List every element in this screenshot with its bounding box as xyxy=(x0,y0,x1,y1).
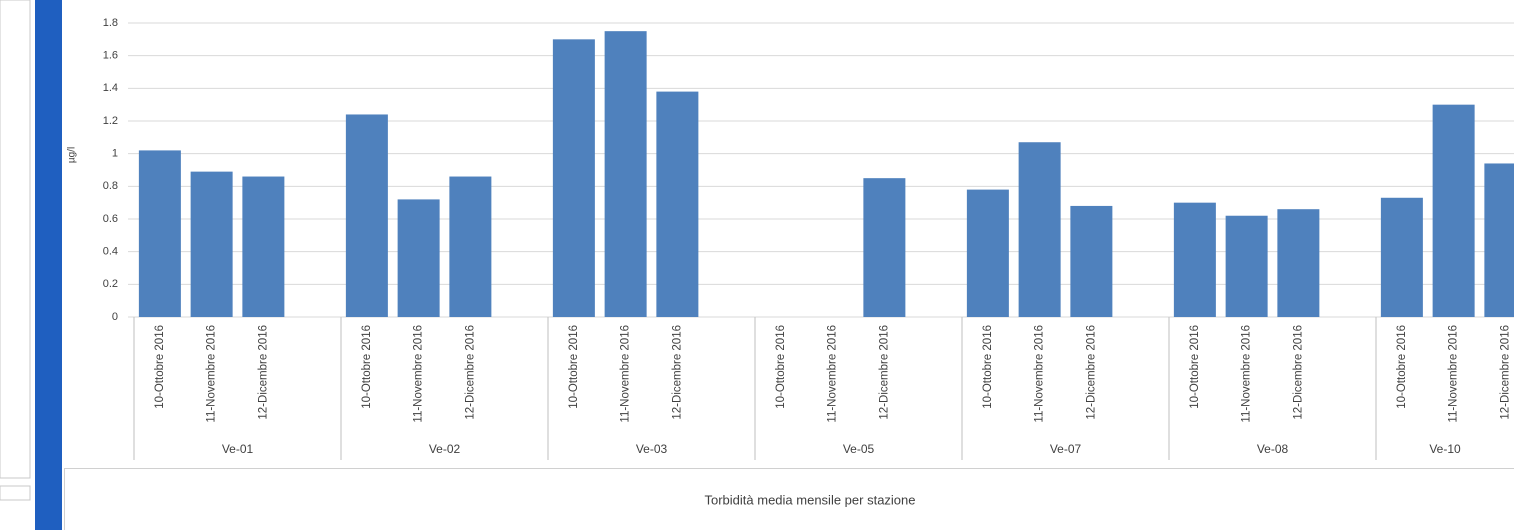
bar xyxy=(1484,163,1514,317)
x-tick-label: 11-Novembre 2016 xyxy=(620,325,632,423)
bar xyxy=(1070,205,1113,317)
x-tick-label: 12-Dicembre 2016 xyxy=(1292,325,1304,420)
x-tick-label: 12-Dicembre 2016 xyxy=(257,325,269,420)
title-box xyxy=(64,468,1514,530)
bar xyxy=(1380,197,1423,317)
x-tick-label: 11-Novembre 2016 xyxy=(827,325,839,423)
x-tick-label: 12-Dicembre 2016 xyxy=(878,325,890,420)
bar xyxy=(345,114,388,317)
bar xyxy=(1018,142,1061,317)
x-tick-label: 11-Novembre 2016 xyxy=(413,325,425,423)
x-tick-label: 10-Ottobre 2016 xyxy=(1189,325,1201,409)
y-tick-label: 0.4 xyxy=(103,246,118,258)
accent-bar xyxy=(35,0,62,530)
bar xyxy=(449,176,492,317)
x-tick-label: 10-Ottobre 2016 xyxy=(154,325,166,409)
chart-area xyxy=(62,0,1514,464)
x-tick-label: 12-Dicembre 2016 xyxy=(1499,325,1511,420)
y-tick-label: 0 xyxy=(112,311,118,323)
x-tick-label: 11-Novembre 2016 xyxy=(1448,325,1460,423)
bar xyxy=(604,31,647,318)
x-tick-label: 11-Novembre 2016 xyxy=(1034,325,1046,423)
x-tick-label: 12-Dicembre 2016 xyxy=(1085,325,1097,420)
x-tick-label: 10-Ottobre 2016 xyxy=(568,325,580,409)
group-label: Ve-01 xyxy=(222,442,254,456)
y-tick-label: 1.2 xyxy=(103,115,118,127)
side-panel xyxy=(0,0,31,479)
x-tick-label: 10-Ottobre 2016 xyxy=(982,325,994,409)
group-label: Ve-07 xyxy=(1050,442,1082,456)
x-tick-label: 12-Dicembre 2016 xyxy=(464,325,476,420)
x-tick-label: 10-Ottobre 2016 xyxy=(775,325,787,409)
bar xyxy=(1173,202,1216,317)
x-tick-label: 12-Dicembre 2016 xyxy=(671,325,683,420)
y-tick-label: 1.8 xyxy=(103,17,118,29)
y-axis-label: µg/l xyxy=(67,147,78,163)
bar xyxy=(966,189,1009,317)
x-tick-label: 11-Novembre 2016 xyxy=(1241,325,1253,423)
group-label: Ve-03 xyxy=(636,442,668,456)
chart-title: Torbidità media mensile per stazione xyxy=(705,492,916,507)
y-tick-label: 0.6 xyxy=(103,213,118,225)
bar xyxy=(138,150,181,317)
x-tick-label: 10-Ottobre 2016 xyxy=(361,325,373,409)
y-tick-label: 0.8 xyxy=(103,180,118,192)
bar xyxy=(1277,209,1320,317)
x-tick-label: 10-Ottobre 2016 xyxy=(1396,325,1408,409)
bar xyxy=(1432,104,1475,318)
group-label: Ve-10 xyxy=(1429,442,1461,456)
y-tick-label: 1.4 xyxy=(103,82,118,94)
group-label: Ve-02 xyxy=(429,442,461,456)
bar xyxy=(552,39,595,317)
side-box xyxy=(0,485,31,501)
bar xyxy=(397,199,440,317)
bar xyxy=(863,178,906,317)
y-tick-label: 0.2 xyxy=(103,278,118,290)
y-tick-label: 1.6 xyxy=(103,50,118,62)
bar xyxy=(242,176,285,317)
group-label: Ve-05 xyxy=(843,442,875,456)
y-tick-label: 1 xyxy=(112,148,118,160)
x-tick-label: 11-Novembre 2016 xyxy=(206,325,218,423)
group-label: Ve-08 xyxy=(1257,442,1289,456)
bar xyxy=(656,91,699,317)
bar xyxy=(1225,215,1268,317)
bar xyxy=(190,171,233,317)
